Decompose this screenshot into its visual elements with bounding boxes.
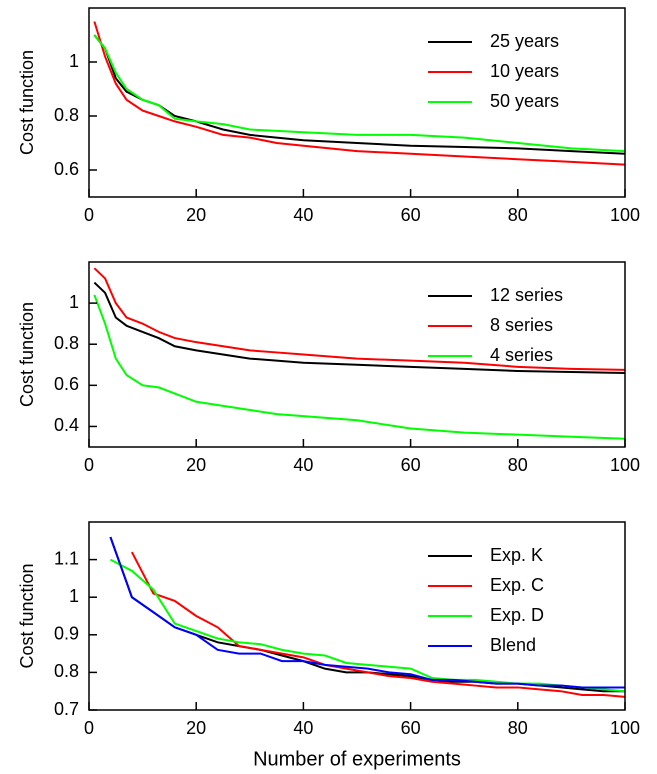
x-tick-label: 0 xyxy=(84,455,94,475)
legend-label: Exp. K xyxy=(490,545,543,565)
series-line xyxy=(93,267,625,371)
y-tick-label: 0.9 xyxy=(54,624,79,644)
series-line xyxy=(93,281,625,374)
y-tick-label: 0.8 xyxy=(54,105,79,125)
series-line xyxy=(109,536,625,689)
y-tick-label: 0.6 xyxy=(54,159,79,179)
x-tick-label: 60 xyxy=(401,718,421,738)
x-tick-label: 0 xyxy=(84,718,94,738)
x-tick-label: 40 xyxy=(293,205,313,225)
y-axis-label: Cost function xyxy=(17,302,37,407)
y-tick-label: 1 xyxy=(69,51,79,71)
x-tick-label: 20 xyxy=(186,205,206,225)
series-line xyxy=(130,551,625,698)
x-tick-label: 100 xyxy=(610,455,640,475)
legend-label: Exp. C xyxy=(490,575,544,595)
x-tick-label: 80 xyxy=(508,455,528,475)
legend-label: Exp. D xyxy=(490,605,544,625)
legend-label: 25 years xyxy=(490,31,559,51)
y-tick-label: 0.6 xyxy=(54,374,79,394)
y-axis-label: Cost function xyxy=(17,563,37,668)
legend-label: 8 series xyxy=(490,315,553,335)
legend-label: 50 years xyxy=(490,91,559,111)
y-tick-label: 1.1 xyxy=(54,548,79,568)
x-tick-label: 20 xyxy=(186,455,206,475)
x-tick-label: 20 xyxy=(186,718,206,738)
y-tick-label: 0.4 xyxy=(54,415,79,435)
legend-label: 12 series xyxy=(490,285,563,305)
x-tick-label: 80 xyxy=(508,205,528,225)
x-tick-label: 0 xyxy=(84,205,94,225)
y-tick-label: 0.7 xyxy=(54,699,79,719)
y-axis-label: Cost function xyxy=(17,50,37,155)
series-line xyxy=(109,558,625,693)
legend-label: 4 series xyxy=(490,345,553,365)
y-tick-label: 0.8 xyxy=(54,333,79,353)
legend-label: Blend xyxy=(490,635,536,655)
x-tick-label: 40 xyxy=(293,718,313,738)
x-tick-label: 40 xyxy=(293,455,313,475)
y-tick-label: 0.8 xyxy=(54,661,79,681)
series-line xyxy=(93,34,625,153)
plot-frame xyxy=(88,521,626,711)
series-line xyxy=(93,34,625,155)
series-line xyxy=(93,294,625,440)
x-axis-label: Number of experiments xyxy=(253,748,461,770)
x-tick-label: 100 xyxy=(610,718,640,738)
x-tick-label: 60 xyxy=(401,205,421,225)
y-tick-label: 1 xyxy=(69,586,79,606)
series-line xyxy=(93,21,625,166)
y-tick-label: 1 xyxy=(69,292,79,312)
x-tick-label: 80 xyxy=(508,718,528,738)
x-tick-label: 100 xyxy=(610,205,640,225)
x-tick-label: 60 xyxy=(401,455,421,475)
plot-frame xyxy=(88,7,626,198)
plot-frame xyxy=(88,261,626,448)
legend-label: 10 years xyxy=(490,61,559,81)
